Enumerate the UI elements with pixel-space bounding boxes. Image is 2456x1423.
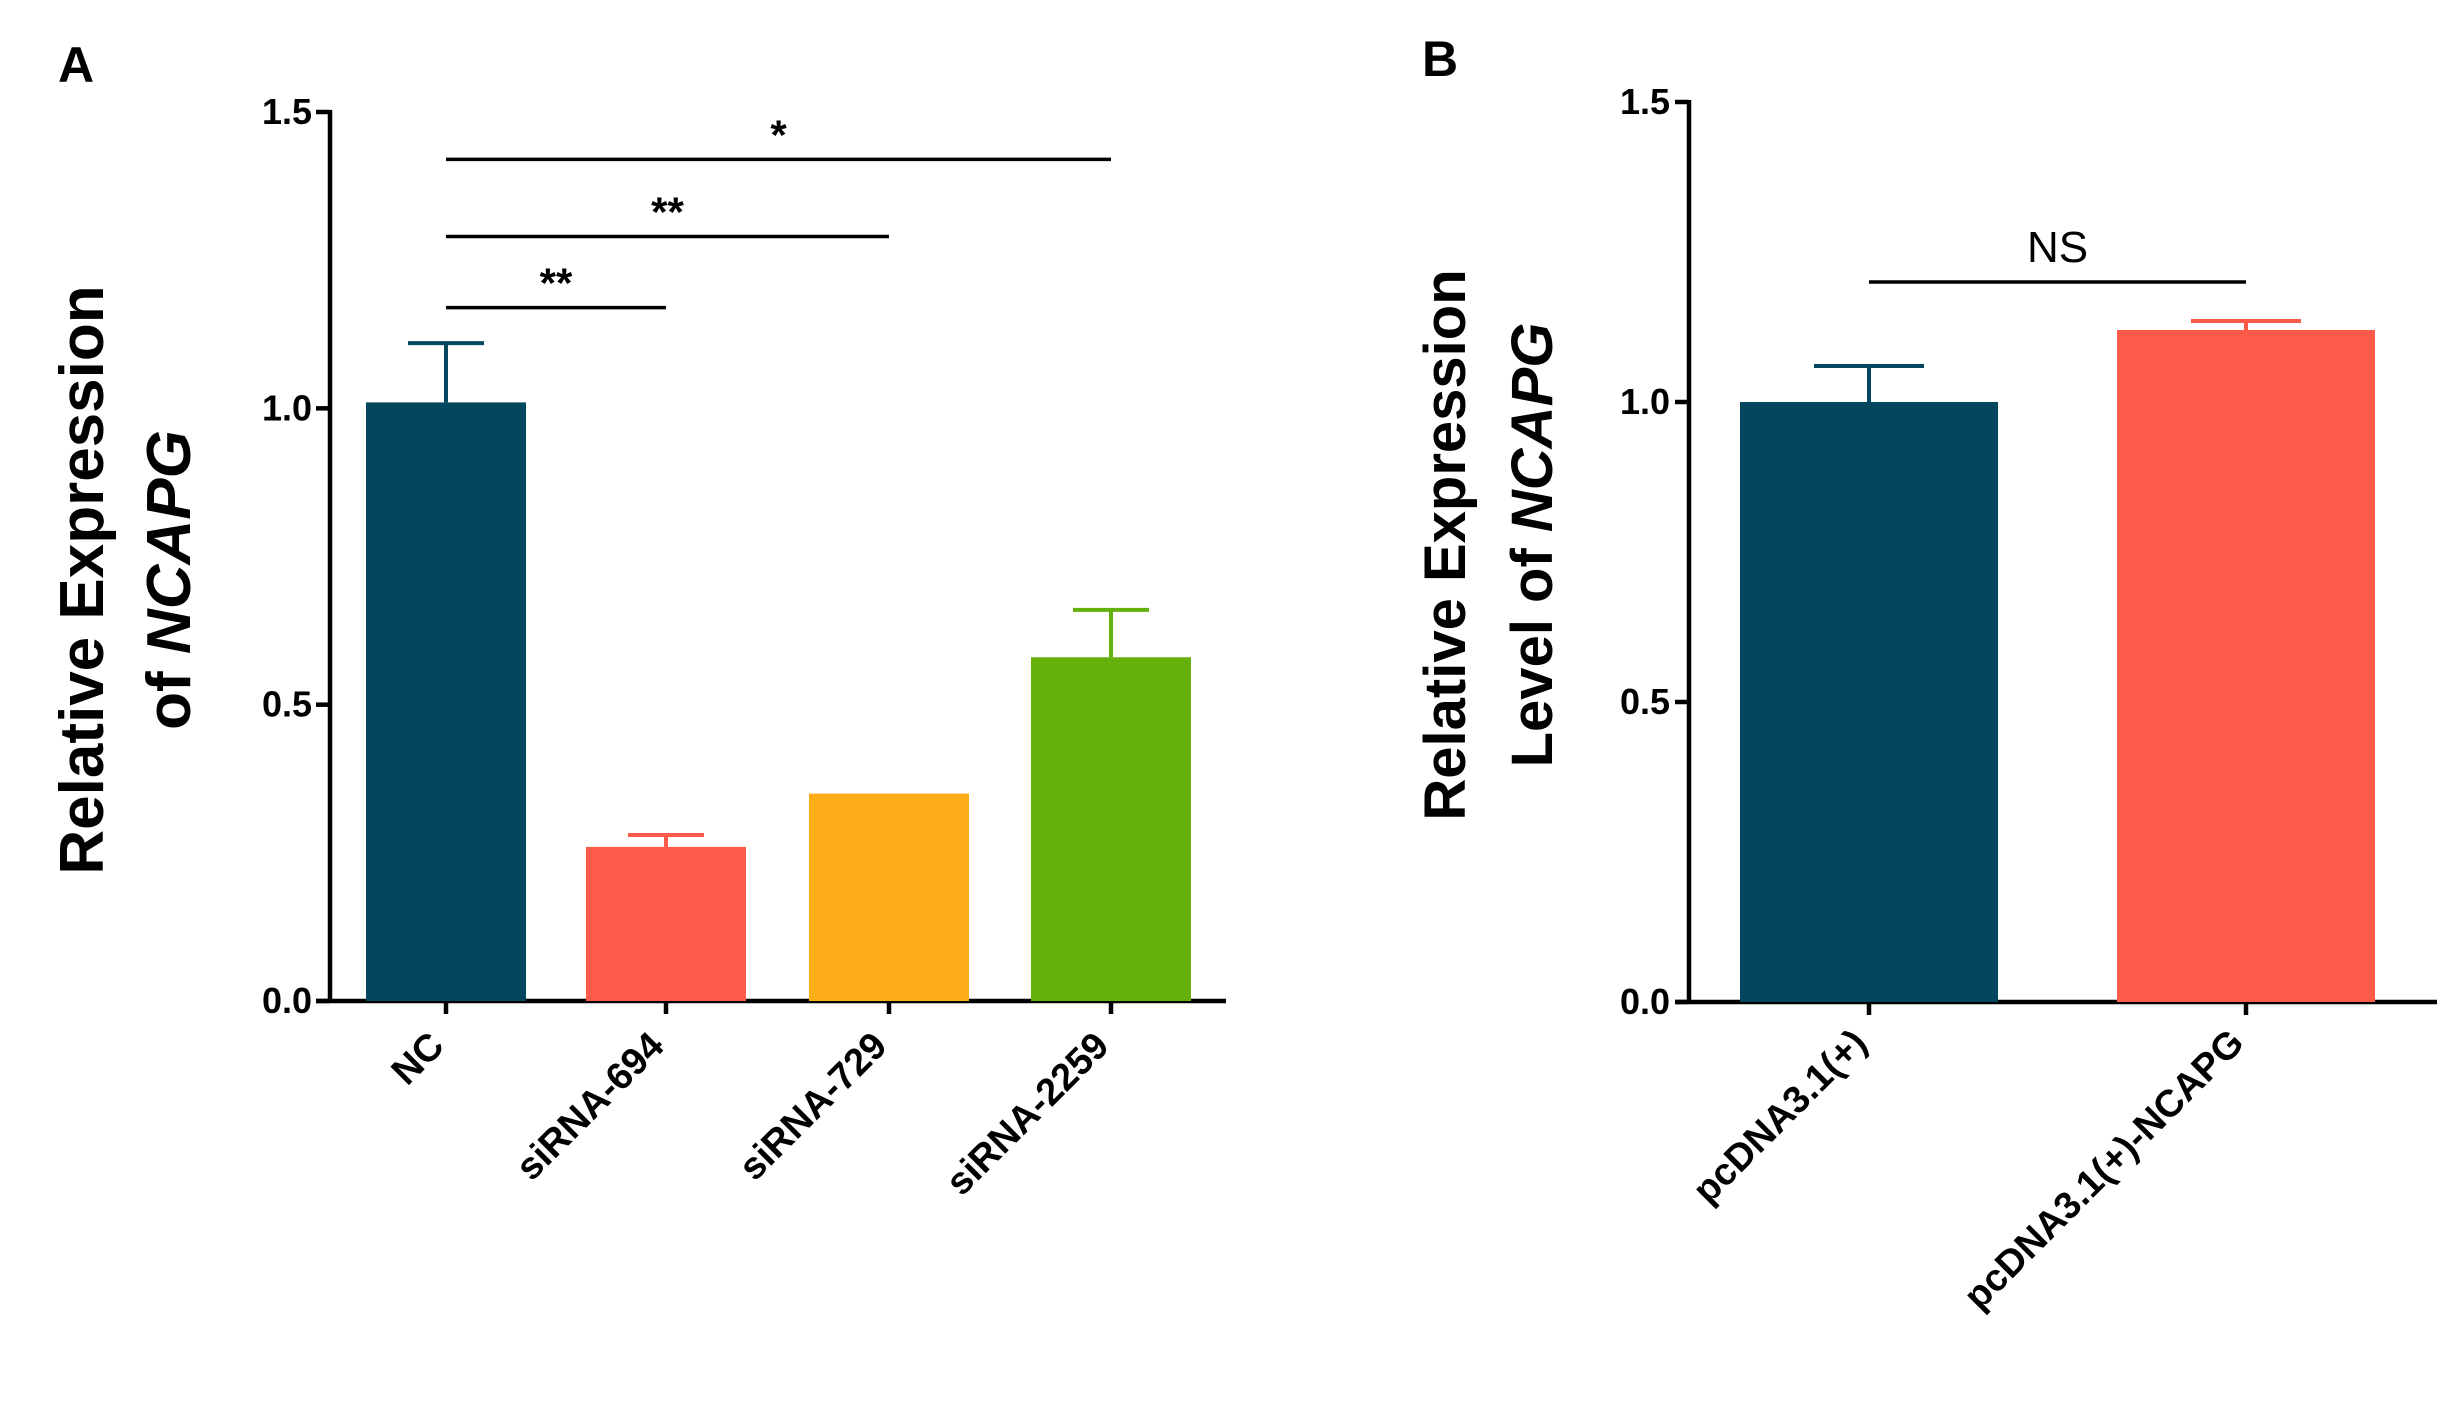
panel-a-bar: [809, 793, 969, 1001]
panel-a-chart: A Relative Expression of NCAPG 0.0 0.5 1.0…: [48, 37, 1226, 1204]
panel-a-ylabel-gene: NCAPG: [135, 430, 204, 654]
panel-a-letter: A: [58, 37, 94, 93]
panel-a-y-tick-label: 1.5: [262, 91, 312, 132]
panel-b-category-label: pcDNA3.1(+): [1685, 1022, 1875, 1212]
panel-a-y-axis-title: Relative Expression of NCAPG: [48, 285, 204, 874]
panel-b-significance-label: NS: [2027, 223, 2088, 272]
panel-a-significance: *****: [446, 111, 1111, 310]
panel-a-y-tick-label: 0.5: [262, 684, 312, 725]
panel-a-ylabel-line2: of NCAPG: [135, 430, 204, 730]
panel-b-ylabel-gene: NCAPG: [1500, 323, 1565, 532]
panel-b-bar: [1740, 402, 1998, 1002]
panel-a-y-tick-label: 1.0: [262, 387, 312, 428]
panel-b-y-tick-label: 1.5: [1620, 81, 1670, 122]
panel-b-y-tick-label: 0.5: [1620, 681, 1670, 722]
panel-a-significance-label: **: [651, 188, 684, 235]
panel-b-ylabel-prefix: Level of: [1500, 548, 1565, 768]
panel-b-chart: B Relative Expression Level of NCAPG 0.0…: [1413, 31, 2437, 1318]
panel-b-ylabel-line2: Level of NCAPG: [1500, 323, 1565, 768]
panel-b-y-axis-title: Relative Expression Level of NCAPG: [1413, 269, 1565, 820]
panel-a-significance-label: **: [540, 260, 573, 307]
panel-a-bar: [366, 402, 526, 1001]
panel-a-significance-label: *: [770, 111, 787, 158]
panel-b-ylabel-line1: Relative Expression: [1413, 269, 1478, 820]
panel-b-letter: B: [1422, 31, 1458, 87]
panel-b-bar: [2117, 330, 2375, 1002]
panel-b-bars: [1740, 319, 2375, 1002]
panel-a-bars: [366, 341, 1191, 1001]
panel-a-category-label: siRNA-694: [508, 1025, 672, 1189]
panel-a-bar: [586, 846, 746, 1001]
panel-a-category-label: siRNA-729: [731, 1025, 895, 1189]
panel-a-y-tick-label: 0.0: [262, 980, 312, 1021]
panel-a-bar: [1031, 657, 1191, 1001]
panel-b-significance: NS: [1869, 223, 2246, 284]
panel-b-y-tick-label: 1.0: [1620, 381, 1670, 422]
panel-a-ylabel-prefix: of: [135, 671, 204, 730]
panel-a-ylabel-line1: Relative Expression: [48, 285, 117, 874]
panel-b-y-tick-label: 0.0: [1620, 981, 1670, 1022]
panel-a-category-label: siRNA-2259: [938, 1025, 1117, 1204]
panel-b-category-label: pcDNA3.1(+)-NCAPG: [1956, 1022, 2252, 1318]
panel-a-category-label: NC: [384, 1025, 453, 1094]
